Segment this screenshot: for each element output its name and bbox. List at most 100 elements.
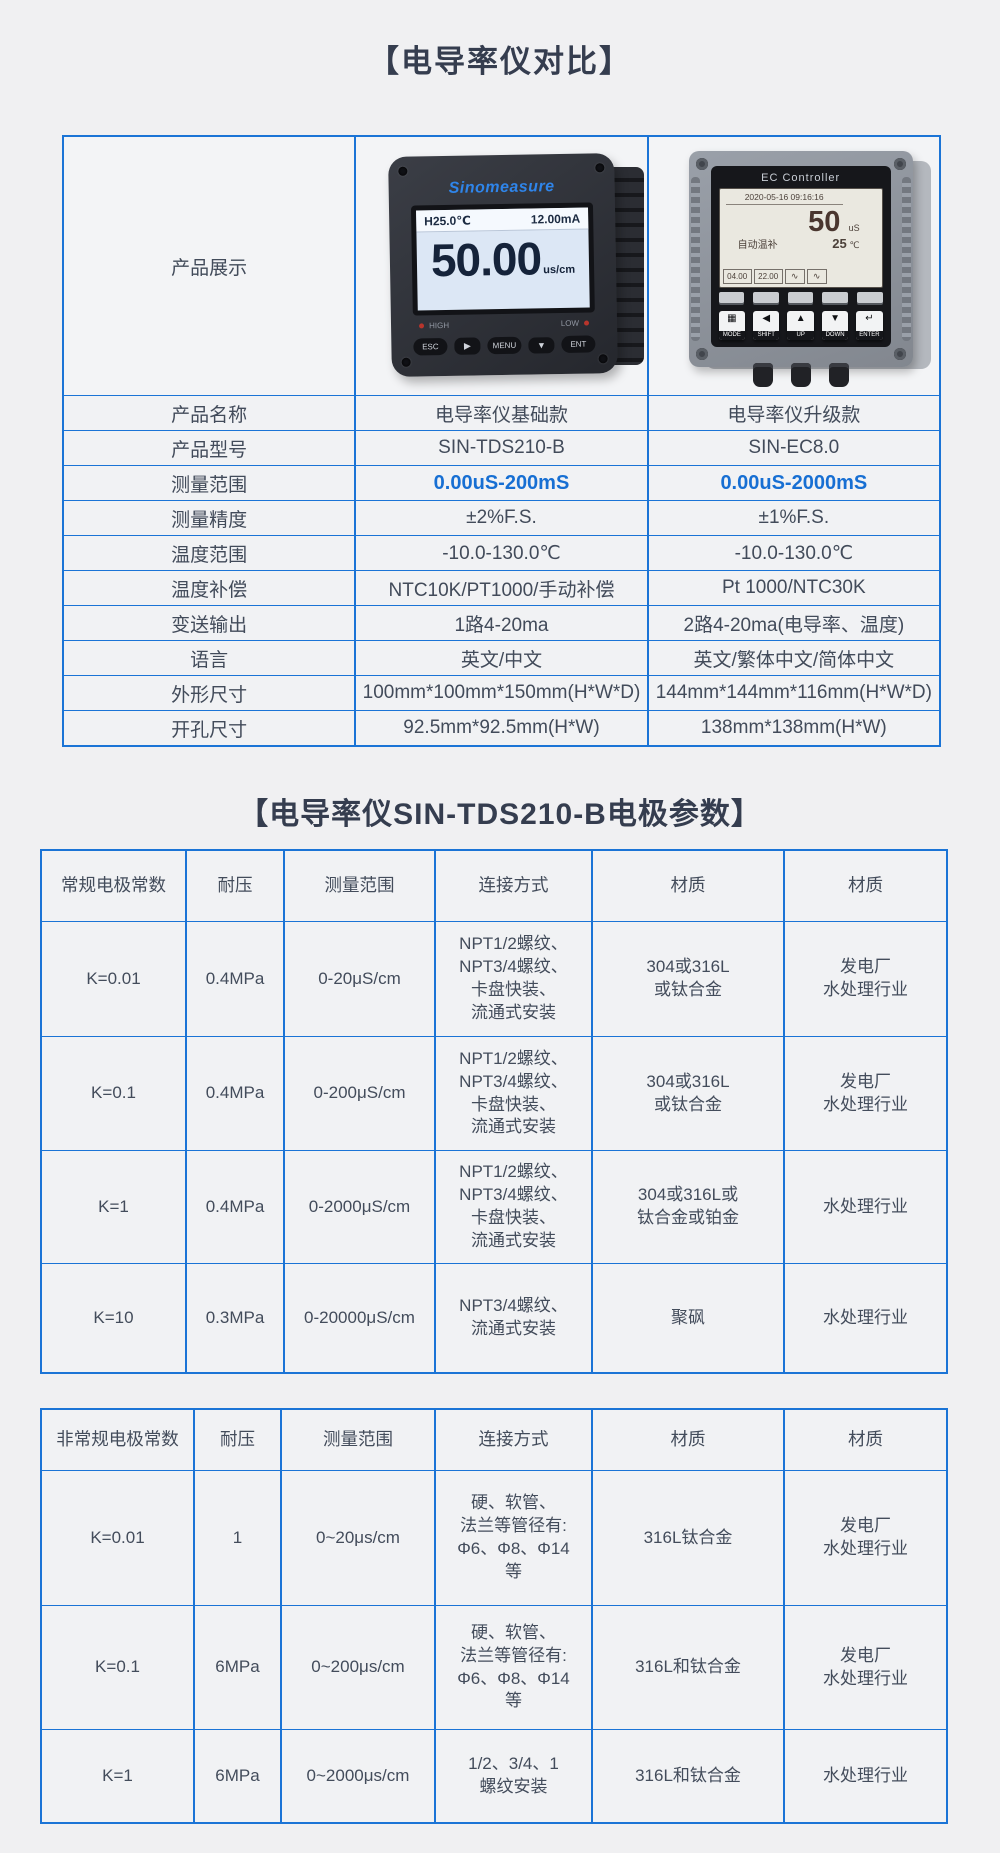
table-row: 温度范围 -10.0-130.0℃ -10.0-130.0℃ — [61, 535, 942, 571]
column-header: 测量范围 — [280, 1408, 436, 1471]
row-label: 产品型号 — [61, 430, 357, 466]
screw-icon — [893, 348, 906, 360]
lcd-status-row: 自动温补 25 ℃ — [726, 236, 876, 251]
device-front-panel: Sinomeasure H25.0℃ 12.00mA 50.00 us/cm H… — [388, 153, 619, 377]
param-cell: 304或316L 或钛合金 — [591, 1036, 785, 1151]
limit-high: 22.00 — [753, 269, 783, 284]
table-row: 外形尺寸 100mm*100mm*150mm(H*W*D) 144mm*144mm*… — [61, 675, 942, 711]
cable-gland-icon — [828, 363, 849, 387]
param-cell: 水处理行业 — [783, 1263, 948, 1374]
table-row: 测量精度 ±2%F.S. ±1%F.S. — [61, 500, 942, 536]
temp-value: 25 — [832, 236, 847, 251]
param-cell: 水处理行业 — [783, 1729, 948, 1824]
cell-basic: ±2%F.S. — [354, 500, 649, 536]
mode-key: ▦ MODE — [718, 311, 746, 340]
up-arrow-icon: ▲ — [795, 313, 806, 324]
table-row: 开孔尺寸 92.5mm*92.5mm(H*W) 138mm*138mm(H*W) — [61, 710, 942, 747]
screw-icon — [598, 354, 609, 364]
down-key: ▼ DOWN — [821, 311, 849, 340]
cell-upgrade: 电导率仪升级款 — [646, 395, 942, 431]
row-label: 测量精度 — [61, 500, 357, 536]
cable-gland-icon — [752, 363, 773, 387]
column-header: 耐压 — [193, 1408, 282, 1471]
param-cell: 304或316L或 钛合金或铂金 — [591, 1150, 785, 1264]
softkey — [857, 292, 883, 303]
table-row: 变送输出 1路4-20ma 2路4-20ma(电导率、温度) — [61, 605, 942, 641]
curve-icon: ∿ — [784, 269, 805, 284]
param-cell: 304或316L 或钛合金 — [591, 921, 785, 1037]
param-cell: 0~2000μs/cm — [280, 1729, 436, 1824]
param-cell: K=0.1 — [40, 1605, 195, 1730]
limit-low: 04.00 — [722, 269, 752, 284]
param-cell: 0.4MPa — [185, 1150, 285, 1264]
param-cell: 0.4MPa — [185, 921, 285, 1037]
lcd-main-reading: 50 uS — [726, 206, 876, 239]
table-row: K=0.1 6MPa 0~200μs/cm 硬、软管、 法兰等管径有: Φ6、Φ… — [40, 1605, 948, 1730]
lcd-temperature: H25.0℃ — [424, 213, 472, 229]
table-row: K=0.01 1 0~20μs/cm 硬、软管、 法兰等管径有: Φ6、Φ8、Φ… — [40, 1470, 948, 1606]
mode-icon: ▦ — [727, 313, 737, 324]
screw-icon — [695, 348, 708, 360]
column-header: 连接方式 — [434, 849, 593, 922]
screw-icon — [401, 357, 412, 367]
product-image-cell-upgrade: EC Controller 2020-05-16 09:16:16 50 uS … — [646, 135, 942, 396]
screw-icon — [398, 166, 408, 176]
temp-unit: ℃ — [849, 240, 860, 250]
param-cell: 0~200μs/cm — [280, 1605, 436, 1730]
table-row: 产品名称 电导率仪基础款 电导率仪升级款 — [61, 395, 942, 431]
screw-icon — [893, 158, 906, 170]
regular-electrode-table: 常规电极常数 耐压 测量范围 连接方式 材质 材质 K=0.01 0.4MPa … — [40, 849, 948, 1374]
esc-key: ESC — [413, 337, 448, 356]
lcd-temperature: 25 ℃ — [832, 236, 859, 251]
low-label: LOW — [561, 318, 580, 328]
param-cell: 316L和钛合金 — [591, 1729, 785, 1824]
cell-basic: 100mm*100mm*150mm(H*W*D) — [354, 675, 649, 711]
down-key-label: DOWN — [821, 331, 849, 340]
brand-logo: Sinomeasure — [448, 178, 556, 197]
row-label: 变送输出 — [61, 605, 357, 641]
product-photo-upgrade: EC Controller 2020-05-16 09:16:16 50 uS … — [649, 145, 959, 391]
cell-basic: 英文/中文 — [354, 640, 649, 676]
lcd-unit: uS — [848, 223, 860, 233]
lcd-limit-row: 04.00 22.00 ∿ ∿ — [722, 269, 879, 284]
column-header: 耐压 — [185, 849, 285, 922]
enter-key: ↵ ENTER — [856, 311, 883, 340]
row-label: 产品名称 — [61, 395, 357, 431]
row-label: 温度范围 — [61, 535, 357, 571]
param-cell: 1 — [193, 1470, 282, 1606]
low-led-group: LOW — [561, 318, 590, 328]
lcd-main-reading: 50.00 us/cm — [417, 230, 590, 286]
param-cell: 聚砜 — [591, 1263, 785, 1374]
enter-key-label: ENTER — [856, 331, 883, 340]
device-front-panel: EC Controller 2020-05-16 09:16:16 50 uS … — [710, 166, 891, 347]
row-label: 外形尺寸 — [61, 675, 357, 711]
column-header: 常规电极常数 — [40, 849, 187, 922]
cell-basic: NTC10K/PT1000/手动补偿 — [354, 570, 649, 606]
lcd-status-bar: H25.0℃ 12.00mA — [416, 207, 589, 233]
param-cell: K=0.01 — [40, 1470, 195, 1606]
row-label: 温度补偿 — [61, 570, 357, 606]
column-header: 材质 — [591, 849, 785, 922]
cable-gland-icon — [790, 363, 811, 387]
table-row: 产品型号 SIN-TDS210-B SIN-EC8.0 — [61, 430, 942, 466]
param-cell: NPT1/2螺纹、 NPT3/4螺纹、 卡盘快装、 流通式安装 — [434, 921, 593, 1037]
table-row: K=10 0.3MPa 0-20000μS/cm NPT3/4螺纹、 流通式安装… — [40, 1263, 948, 1374]
table-row: K=1 0.4MPa 0-2000μS/cm NPT1/2螺纹、 NPT3/4螺… — [40, 1150, 948, 1264]
menu-key: MENU — [487, 336, 522, 355]
shift-key-label: SHIFT — [753, 331, 780, 340]
row-label: 测量范围 — [61, 465, 357, 501]
param-cell: 发电厂 水处理行业 — [783, 1470, 948, 1606]
column-header: 材质 — [591, 1408, 785, 1471]
led-icon — [584, 320, 590, 326]
mode-key-label: MODE — [718, 331, 746, 340]
lcd-value: 50 — [808, 206, 841, 238]
cell-basic: 电导率仪基础款 — [354, 395, 649, 431]
cell-upgrade: 144mm*144mm*116mm(H*W*D) — [646, 675, 942, 711]
param-cell: K=1 — [40, 1729, 195, 1824]
cell-basic: 92.5mm*92.5mm(H*W) — [354, 710, 649, 747]
up-key-label: UP — [787, 331, 814, 340]
column-header: 连接方式 — [434, 1408, 593, 1471]
row-label-display: 产品展示 — [61, 135, 357, 396]
right-arrow-key-icon: ▶ — [454, 337, 481, 355]
cell-upgrade: 138mm*138mm(H*W) — [646, 710, 942, 747]
